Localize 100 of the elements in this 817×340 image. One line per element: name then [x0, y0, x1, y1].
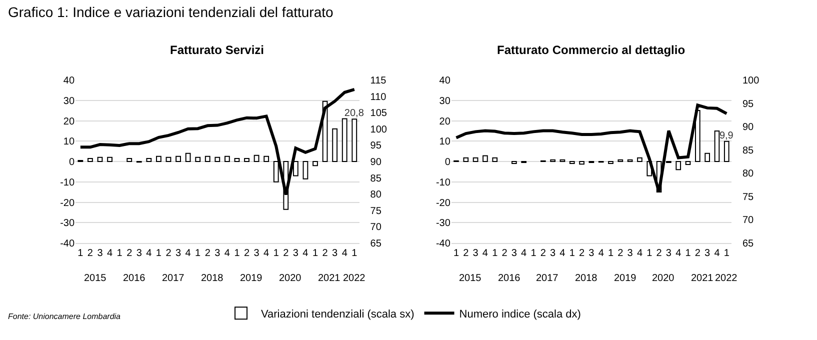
- chart-subtitle: Fatturato Commercio al dettaglio: [497, 43, 686, 57]
- x-tick-label: 1: [530, 248, 537, 259]
- x-tick-label: 4: [342, 248, 348, 259]
- y2-tick-label: 80: [742, 168, 754, 180]
- bar: [512, 161, 517, 164]
- bar: [254, 154, 260, 162]
- text: 2022: [343, 273, 366, 284]
- x-tick-label: 3: [704, 248, 711, 259]
- y2-tick-label: 80: [370, 190, 382, 201]
- x-tick-label: 1: [569, 248, 576, 259]
- x-tick-label: 4: [714, 248, 720, 259]
- x-tick-label: 1: [724, 248, 730, 259]
- bar: [312, 161, 318, 166]
- x-tick-label: 4: [264, 248, 270, 259]
- x-tick-label: 1: [234, 248, 240, 259]
- text: 2020: [652, 273, 675, 284]
- x-tick-label: 2: [540, 248, 546, 259]
- bar: [264, 156, 270, 162]
- y-tick-label: 20: [63, 116, 75, 128]
- x-tick-label: 3: [97, 248, 104, 259]
- x-tick-label: 2: [618, 248, 624, 259]
- x-tick-label: 2: [204, 248, 211, 259]
- y-tick-label: 0: [444, 157, 451, 168]
- y2-tick-label: 105: [370, 108, 388, 120]
- x-tick-label: 1: [492, 248, 498, 259]
- y2-tick-label: 75: [742, 192, 754, 203]
- bar: [88, 158, 93, 162]
- y-tick-label: -10: [436, 177, 451, 188]
- y2-tick-label: 95: [742, 98, 754, 110]
- bar: [156, 156, 162, 162]
- y-tick-label: 30: [63, 96, 75, 107]
- bar: [637, 157, 642, 162]
- bar: [224, 156, 230, 162]
- bar: [292, 161, 298, 176]
- y-tick-label: 30: [439, 96, 451, 107]
- legend-label: Numero indice (scala dx): [459, 308, 581, 320]
- y-tick-label: -30: [60, 218, 75, 230]
- x-tick-label: 1: [685, 248, 692, 259]
- x-tick-label: 4: [482, 248, 488, 259]
- x-tick-label: 1: [352, 248, 358, 259]
- data-label: 9,9: [719, 130, 734, 142]
- x-tick-label: 2: [578, 248, 585, 259]
- x-tick-label: 4: [107, 248, 114, 259]
- y2-tick-label: 65: [370, 238, 382, 250]
- bar: [342, 118, 348, 162]
- x-tick-label: 3: [627, 248, 634, 259]
- x-tick-label: 1: [646, 248, 653, 259]
- x-tick-label: 2: [283, 248, 290, 259]
- x-tick-label: 1: [156, 248, 162, 259]
- x-tick-label: 3: [332, 248, 338, 259]
- text: 2022: [715, 273, 738, 284]
- text: 2015: [459, 273, 482, 284]
- bar: [704, 152, 710, 162]
- bar: [97, 156, 103, 162]
- x-tick-label: 3: [472, 248, 479, 259]
- y2-tick-label: 65: [742, 238, 754, 250]
- bar: [714, 130, 720, 162]
- bar: [185, 152, 191, 162]
- x-tick-label: 1: [78, 248, 84, 259]
- bar: [676, 161, 682, 170]
- x-tick-label: 3: [292, 248, 299, 259]
- bar: [608, 161, 614, 164]
- y-tick-label: -10: [60, 177, 75, 188]
- y2-tick-label: 70: [742, 215, 754, 226]
- text: 2020: [279, 273, 302, 284]
- x-tick-label: 4: [560, 248, 566, 259]
- bar: [685, 161, 691, 166]
- bar: [204, 156, 210, 162]
- source-note: Fonte: Unioncamere Lombardia: [8, 312, 122, 321]
- x-tick-label: 1: [608, 248, 614, 259]
- y-tick-label: -30: [436, 218, 451, 230]
- bar: [352, 118, 358, 162]
- y-tick-label: 40: [439, 76, 451, 86]
- y2-tick-label: 85: [370, 173, 382, 184]
- y-tick-label: -40: [436, 238, 451, 250]
- bar: [332, 128, 338, 162]
- y-tick-label: -20: [60, 198, 75, 209]
- text: 2019: [614, 273, 637, 284]
- bar: [482, 155, 488, 162]
- text: 2018: [201, 273, 224, 284]
- y-tick-label: -40: [60, 238, 75, 250]
- x-tick-label: 4: [521, 248, 528, 259]
- bar: [166, 156, 172, 162]
- bar: [273, 161, 279, 182]
- text: 2016: [123, 273, 146, 284]
- bar: [176, 156, 181, 162]
- x-tick-label: 4: [302, 248, 309, 259]
- x-tick-label: 3: [136, 248, 142, 259]
- x-tick-label: 4: [224, 248, 230, 259]
- y-tick-label: 10: [63, 136, 75, 148]
- bar: [724, 140, 730, 162]
- bar: [694, 110, 700, 162]
- x-tick-label: 1: [116, 248, 123, 259]
- text: 2015: [84, 273, 107, 284]
- x-tick-label: 2: [322, 248, 328, 259]
- x-tick-label: 4: [598, 248, 604, 259]
- bar: [492, 157, 498, 162]
- y2-tick-label: 90: [370, 157, 382, 168]
- bar: [302, 161, 308, 180]
- x-tick-label: 1: [453, 248, 460, 259]
